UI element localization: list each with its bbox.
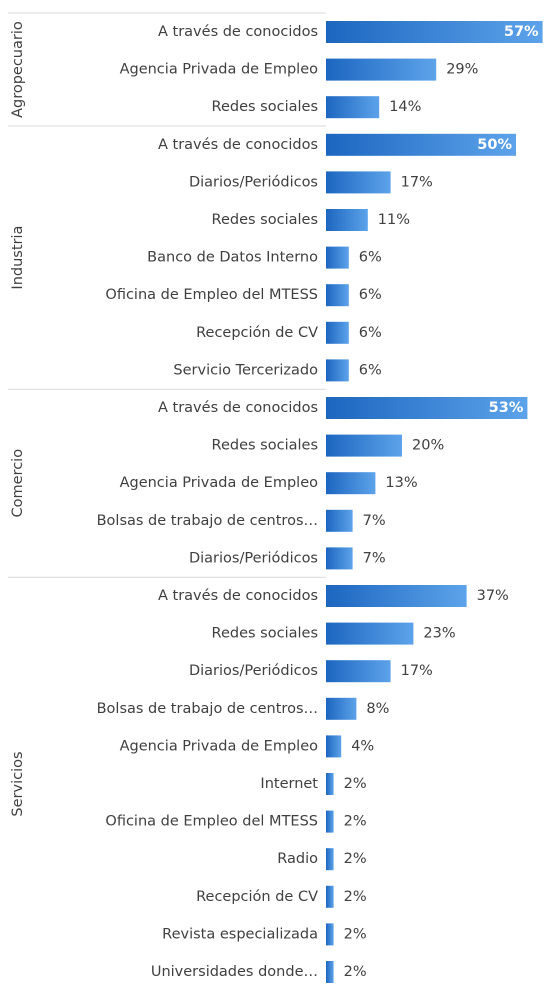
category-label: A través de conocidos	[158, 137, 318, 153]
value-label: 2%	[344, 889, 367, 905]
value-label: 2%	[344, 964, 367, 980]
category-label: A través de conocidos	[158, 400, 318, 416]
value-label: 2%	[344, 926, 367, 942]
bar	[326, 133, 516, 156]
bar	[326, 284, 349, 307]
bar	[326, 923, 334, 946]
category-label: Recepción de CV	[196, 325, 318, 341]
value-label: 53%	[489, 400, 524, 416]
value-label: 50%	[477, 137, 512, 153]
group-label: Agropecuario	[10, 21, 26, 118]
bar	[326, 773, 334, 795]
category-label: Diarios/Periódicos	[189, 550, 318, 566]
category-label: Servicio Tercerizado	[173, 362, 318, 378]
bar	[326, 472, 376, 495]
value-label: 13%	[385, 475, 417, 491]
bar	[326, 622, 414, 645]
value-label: 17%	[401, 663, 433, 679]
bar	[326, 21, 543, 43]
group-label: Comercio	[10, 449, 26, 518]
bar	[326, 547, 353, 570]
group-label: Servicios	[10, 751, 26, 816]
category-label: Bolsas de trabajo de centros…	[97, 701, 318, 717]
category-label: Banco de Datos Interno	[147, 250, 318, 266]
bar	[326, 660, 391, 683]
category-label: Redes sociales	[212, 99, 318, 115]
category-label: Universidades donde…	[151, 964, 318, 980]
value-label: 2%	[344, 814, 367, 830]
bar	[326, 397, 528, 419]
value-label: 23%	[423, 626, 455, 642]
value-label: 2%	[344, 776, 367, 792]
value-label: 20%	[412, 438, 444, 454]
category-label: Revista especializada	[162, 926, 318, 942]
bar	[326, 171, 391, 194]
category-label: Radio	[277, 851, 318, 867]
category-label: Diarios/Periódicos	[189, 663, 318, 679]
value-label: 57%	[504, 24, 539, 40]
value-label: 6%	[359, 325, 382, 341]
category-label: Recepción de CV	[196, 889, 318, 905]
category-label: A través de conocidos	[158, 588, 318, 604]
category-label: Agencia Privada de Empleo	[120, 475, 319, 491]
value-label: 8%	[366, 701, 389, 717]
value-label: 11%	[378, 212, 410, 228]
category-label: Oficina de Empleo del MTESS	[105, 814, 318, 830]
category-label: Internet	[260, 776, 318, 792]
bar	[326, 434, 402, 457]
bar	[326, 885, 334, 908]
category-label: Redes sociales	[212, 626, 318, 642]
bar	[326, 585, 467, 607]
category-label: Oficina de Empleo del MTESS	[105, 287, 318, 303]
value-label: 7%	[363, 550, 386, 566]
value-label: 6%	[359, 250, 382, 266]
value-label: 29%	[446, 62, 478, 78]
category-label: Bolsas de trabajo de centros…	[97, 513, 318, 529]
bar	[326, 209, 368, 231]
value-label: 17%	[401, 174, 433, 190]
group-label: Industria	[10, 226, 26, 290]
bar	[326, 848, 334, 871]
bar	[326, 961, 334, 983]
bar	[326, 735, 342, 758]
bar	[326, 509, 353, 532]
value-label: 7%	[363, 513, 386, 529]
category-label: Redes sociales	[212, 212, 318, 228]
category-label: Agencia Privada de Empleo	[120, 62, 319, 78]
bar	[326, 96, 380, 119]
category-label: Diarios/Periódicos	[189, 174, 318, 190]
value-label: 2%	[344, 851, 367, 867]
bar	[326, 359, 349, 382]
bar	[326, 810, 334, 833]
value-label: 37%	[477, 588, 509, 604]
bar	[326, 697, 357, 720]
value-label: 4%	[351, 738, 374, 754]
bar	[326, 321, 349, 344]
category-label: Agencia Privada de Empleo	[120, 738, 319, 754]
value-label: 14%	[389, 99, 421, 115]
bar	[326, 58, 437, 81]
category-label: A través de conocidos	[158, 24, 318, 40]
value-label: 6%	[359, 287, 382, 303]
value-label: 6%	[359, 362, 382, 378]
bar	[326, 246, 349, 269]
category-label: Redes sociales	[212, 438, 318, 454]
